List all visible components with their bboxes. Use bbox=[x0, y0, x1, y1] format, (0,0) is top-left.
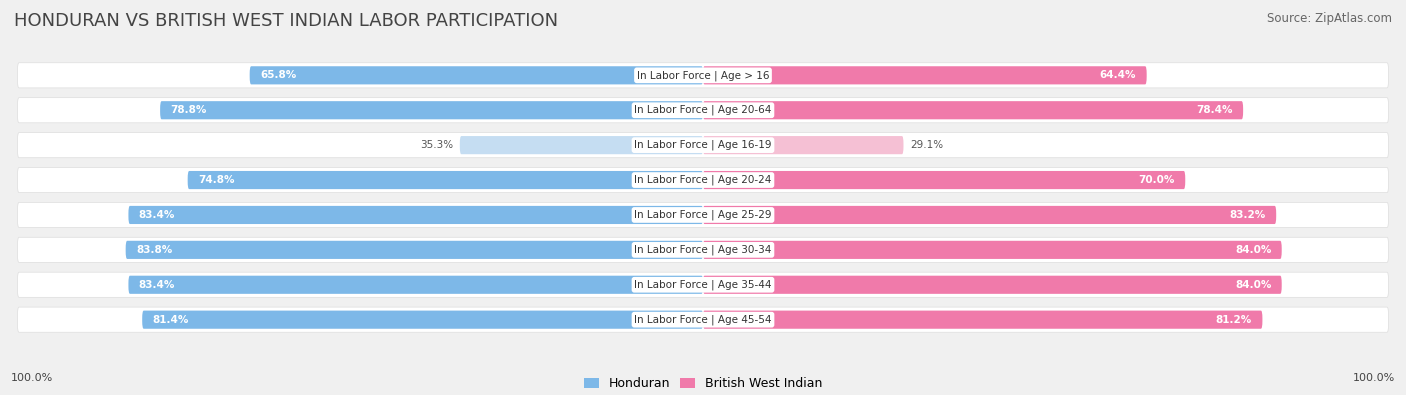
Text: In Labor Force | Age 30-34: In Labor Force | Age 30-34 bbox=[634, 245, 772, 255]
Text: In Labor Force | Age 16-19: In Labor Force | Age 16-19 bbox=[634, 140, 772, 150]
FancyBboxPatch shape bbox=[17, 133, 1389, 158]
Text: 70.0%: 70.0% bbox=[1139, 175, 1175, 185]
FancyBboxPatch shape bbox=[128, 276, 703, 294]
Text: 83.4%: 83.4% bbox=[139, 210, 176, 220]
Text: 29.1%: 29.1% bbox=[910, 140, 943, 150]
Text: 78.4%: 78.4% bbox=[1197, 105, 1233, 115]
Text: In Labor Force | Age 20-24: In Labor Force | Age 20-24 bbox=[634, 175, 772, 185]
Text: Source: ZipAtlas.com: Source: ZipAtlas.com bbox=[1267, 12, 1392, 25]
Text: HONDURAN VS BRITISH WEST INDIAN LABOR PARTICIPATION: HONDURAN VS BRITISH WEST INDIAN LABOR PA… bbox=[14, 12, 558, 30]
FancyBboxPatch shape bbox=[703, 241, 1282, 259]
Text: 64.4%: 64.4% bbox=[1099, 70, 1136, 80]
Text: 84.0%: 84.0% bbox=[1234, 280, 1271, 290]
Text: 83.4%: 83.4% bbox=[139, 280, 176, 290]
FancyBboxPatch shape bbox=[187, 171, 703, 189]
FancyBboxPatch shape bbox=[703, 66, 1147, 85]
FancyBboxPatch shape bbox=[703, 310, 1263, 329]
FancyBboxPatch shape bbox=[703, 136, 904, 154]
FancyBboxPatch shape bbox=[703, 276, 1282, 294]
Text: 81.2%: 81.2% bbox=[1216, 315, 1253, 325]
Text: 83.2%: 83.2% bbox=[1230, 210, 1265, 220]
Text: 74.8%: 74.8% bbox=[198, 175, 235, 185]
FancyBboxPatch shape bbox=[17, 272, 1389, 297]
FancyBboxPatch shape bbox=[703, 101, 1243, 119]
FancyBboxPatch shape bbox=[17, 307, 1389, 332]
Text: In Labor Force | Age 25-29: In Labor Force | Age 25-29 bbox=[634, 210, 772, 220]
Text: 81.4%: 81.4% bbox=[152, 315, 188, 325]
Text: 65.8%: 65.8% bbox=[260, 70, 297, 80]
Text: In Labor Force | Age 45-54: In Labor Force | Age 45-54 bbox=[634, 314, 772, 325]
FancyBboxPatch shape bbox=[460, 136, 703, 154]
Text: In Labor Force | Age 20-64: In Labor Force | Age 20-64 bbox=[634, 105, 772, 115]
FancyBboxPatch shape bbox=[17, 167, 1389, 193]
FancyBboxPatch shape bbox=[17, 202, 1389, 228]
Text: In Labor Force | Age 35-44: In Labor Force | Age 35-44 bbox=[634, 280, 772, 290]
FancyBboxPatch shape bbox=[250, 66, 703, 85]
Text: 100.0%: 100.0% bbox=[1353, 373, 1395, 383]
Text: 100.0%: 100.0% bbox=[11, 373, 53, 383]
Text: 83.8%: 83.8% bbox=[136, 245, 173, 255]
FancyBboxPatch shape bbox=[17, 237, 1389, 262]
Legend: Honduran, British West Indian: Honduran, British West Indian bbox=[578, 372, 828, 395]
FancyBboxPatch shape bbox=[128, 206, 703, 224]
Text: In Labor Force | Age > 16: In Labor Force | Age > 16 bbox=[637, 70, 769, 81]
FancyBboxPatch shape bbox=[17, 63, 1389, 88]
FancyBboxPatch shape bbox=[703, 171, 1185, 189]
FancyBboxPatch shape bbox=[160, 101, 703, 119]
Text: 35.3%: 35.3% bbox=[420, 140, 453, 150]
Text: 84.0%: 84.0% bbox=[1234, 245, 1271, 255]
FancyBboxPatch shape bbox=[703, 206, 1277, 224]
Text: 78.8%: 78.8% bbox=[170, 105, 207, 115]
FancyBboxPatch shape bbox=[17, 98, 1389, 123]
FancyBboxPatch shape bbox=[125, 241, 703, 259]
FancyBboxPatch shape bbox=[142, 310, 703, 329]
